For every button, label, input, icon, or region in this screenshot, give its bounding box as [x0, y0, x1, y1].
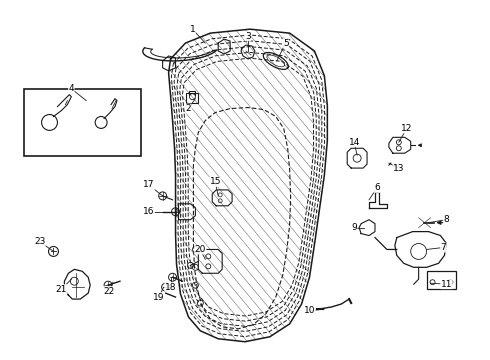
- Text: 13: 13: [393, 163, 405, 172]
- Text: 22: 22: [103, 287, 115, 296]
- Text: 10: 10: [304, 306, 315, 315]
- Text: 18: 18: [165, 283, 176, 292]
- Bar: [187, 93, 198, 103]
- Text: 7: 7: [441, 243, 446, 252]
- Text: 1: 1: [190, 25, 196, 34]
- Text: 21: 21: [56, 285, 67, 294]
- Text: 8: 8: [443, 215, 449, 224]
- Text: 19: 19: [153, 293, 165, 302]
- Text: 14: 14: [348, 138, 360, 147]
- Text: 20: 20: [195, 245, 206, 254]
- Bar: [24, 89, 141, 156]
- Text: 12: 12: [401, 124, 413, 133]
- Text: 23: 23: [34, 237, 45, 246]
- Text: 4: 4: [69, 84, 74, 93]
- Text: 6: 6: [374, 184, 380, 193]
- Text: 2: 2: [186, 104, 191, 113]
- Text: 11: 11: [441, 280, 452, 289]
- Text: 9: 9: [351, 223, 357, 232]
- Text: 16: 16: [143, 207, 154, 216]
- Bar: [427, 271, 456, 289]
- Text: 3: 3: [245, 32, 251, 41]
- Text: 17: 17: [143, 180, 154, 189]
- Text: 15: 15: [210, 177, 221, 186]
- Text: 5: 5: [283, 39, 289, 48]
